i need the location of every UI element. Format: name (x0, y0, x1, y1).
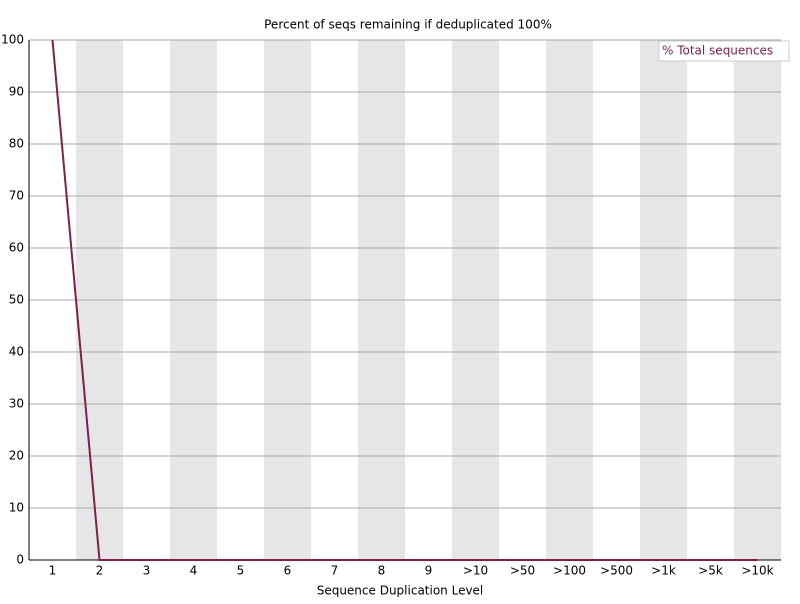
x-tick-label: 6 (284, 564, 292, 578)
y-tick-label: 20 (9, 449, 24, 463)
x-tick-label: >5k (698, 564, 723, 578)
y-tick-label: 40 (9, 345, 24, 359)
legend-label: % Total sequences (662, 44, 773, 58)
y-tick-label: 0 (16, 553, 24, 567)
y-tick-label: 80 (9, 137, 24, 151)
y-tick-label: 60 (9, 241, 24, 255)
y-tick-label: 50 (9, 293, 24, 307)
y-tick-label: 100 (1, 33, 24, 47)
y-tick-label: 10 (9, 501, 24, 515)
x-tick-label: 3 (143, 564, 151, 578)
x-tick-label: 4 (190, 564, 198, 578)
x-tick-label: 8 (378, 564, 386, 578)
series-line (51, 39, 758, 561)
x-axis-label: Sequence Duplication Level (317, 584, 484, 598)
y-tick-label: 30 (9, 397, 24, 411)
x-tick-label: 1 (49, 564, 57, 578)
x-tick-label: >500 (600, 564, 633, 578)
x-tick-label: >50 (510, 564, 535, 578)
x-tick-label: >100 (553, 564, 586, 578)
chart-title: Percent of seqs remaining if deduplicate… (264, 18, 552, 32)
x-tick-label: 9 (425, 564, 433, 578)
x-tick-label: 5 (237, 564, 245, 578)
x-tick-label: >1k (651, 564, 676, 578)
x-tick-label: 7 (331, 564, 339, 578)
y-tick-label: 90 (9, 85, 24, 99)
x-tick-label: >10 (463, 564, 488, 578)
x-tick-label: 2 (96, 564, 104, 578)
legend-box (658, 40, 790, 62)
y-tick-label: 70 (9, 189, 24, 203)
x-tick-label: >10k (741, 564, 773, 578)
